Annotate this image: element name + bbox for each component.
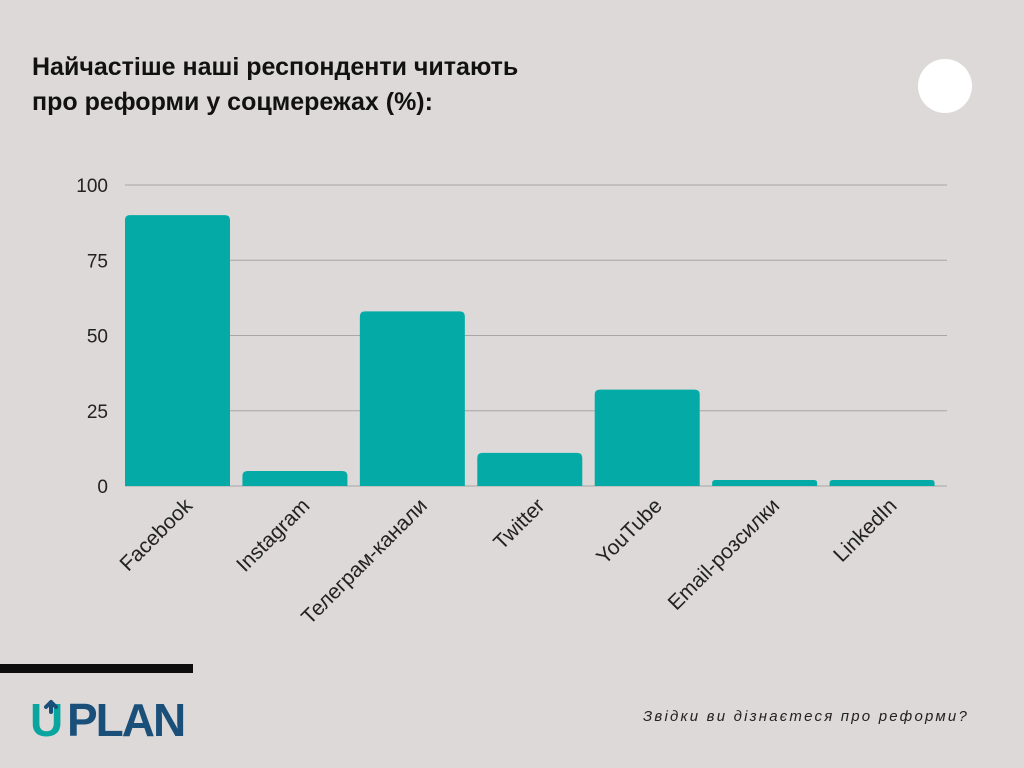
chart-title-line-2: про реформи у соцмережах (%): bbox=[32, 88, 433, 116]
x-tick-label: Телеграм-канали bbox=[297, 494, 432, 629]
bar-email-розсилки bbox=[712, 479, 818, 486]
x-tick-label: Facebook bbox=[116, 494, 198, 576]
logo-letter-u: U bbox=[30, 696, 61, 740]
x-tick-label: YouTube bbox=[592, 494, 667, 569]
x-tick-label: Instagram bbox=[232, 494, 314, 576]
y-tick-label: 50 bbox=[87, 327, 108, 348]
bar-instagram bbox=[242, 470, 348, 486]
bar-youtube bbox=[594, 389, 700, 486]
x-tick-label: Twitter bbox=[489, 494, 549, 554]
y-tick-label: 25 bbox=[87, 402, 108, 423]
bar-linkedin bbox=[829, 479, 935, 486]
x-tick-label: Email-розсилки bbox=[664, 494, 785, 615]
logo-text-plan: PLAN bbox=[67, 696, 184, 740]
bar-телеграм-канали bbox=[359, 311, 465, 486]
footer-divider bbox=[0, 664, 193, 673]
caption-question: Звідки ви дізнаєтеся про реформи? bbox=[643, 708, 969, 725]
chart-title: Найчастіше наші респонденти читають про … bbox=[32, 50, 712, 120]
logo-arrow-icon bbox=[44, 700, 58, 714]
chart-title-line-1: Найчастіше наші респонденти читають bbox=[32, 53, 519, 81]
x-tick-label: LinkedIn bbox=[829, 494, 901, 566]
y-tick-label: 75 bbox=[87, 251, 108, 272]
y-tick-label: 100 bbox=[76, 176, 108, 197]
bar-twitter bbox=[477, 452, 583, 486]
y-tick-label: 0 bbox=[97, 477, 108, 498]
bar-facebook bbox=[125, 215, 230, 486]
uplan-logo: U PLAN bbox=[30, 696, 186, 740]
decorative-circle bbox=[918, 59, 972, 113]
